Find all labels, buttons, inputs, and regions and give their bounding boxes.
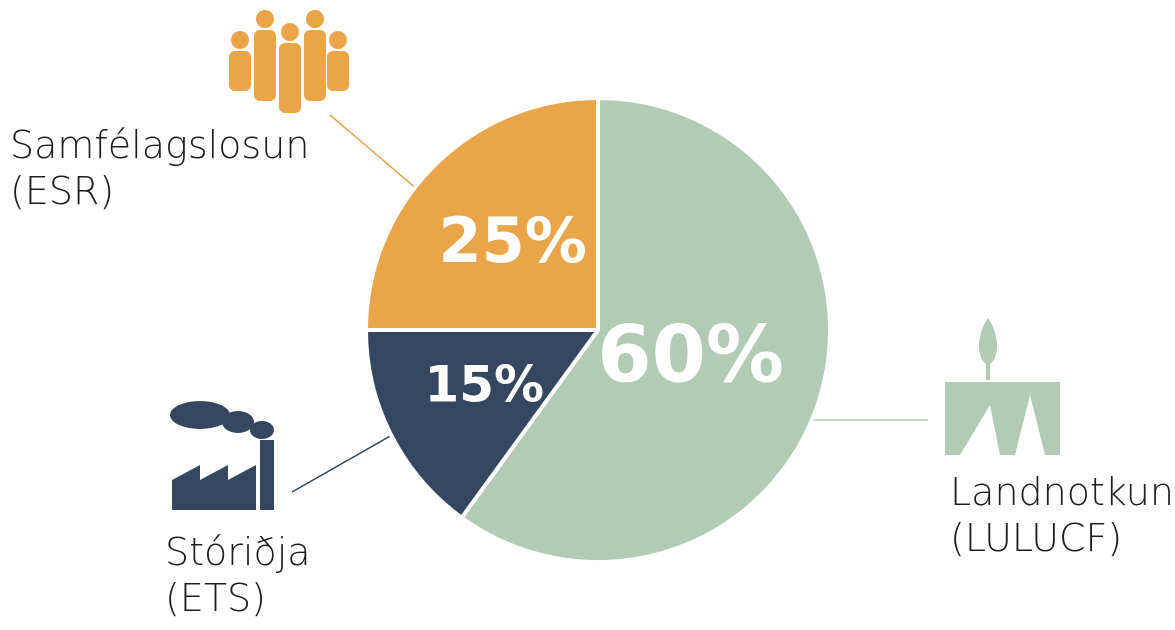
category-code: (LULUCF): [950, 516, 1122, 560]
pie-slice: [459, 96, 832, 564]
category-label: Stóriðja: [165, 530, 311, 574]
leader-line: [291, 434, 393, 493]
value-label: 25%: [438, 204, 586, 277]
people-icon: [229, 10, 349, 113]
factory-icon: [170, 401, 274, 510]
leader-line: [329, 114, 419, 191]
category-label: Samfélagslosun: [10, 123, 309, 167]
pie-slice: [364, 96, 600, 332]
value-label: 60%: [597, 311, 784, 401]
value-label: 15%: [424, 355, 544, 413]
category-label: Landnotkun: [950, 470, 1174, 514]
category-code: (ETS): [165, 576, 266, 620]
category-code: (ESR): [10, 169, 114, 213]
pie-slice: [364, 328, 600, 520]
field-icon: [945, 318, 1060, 455]
